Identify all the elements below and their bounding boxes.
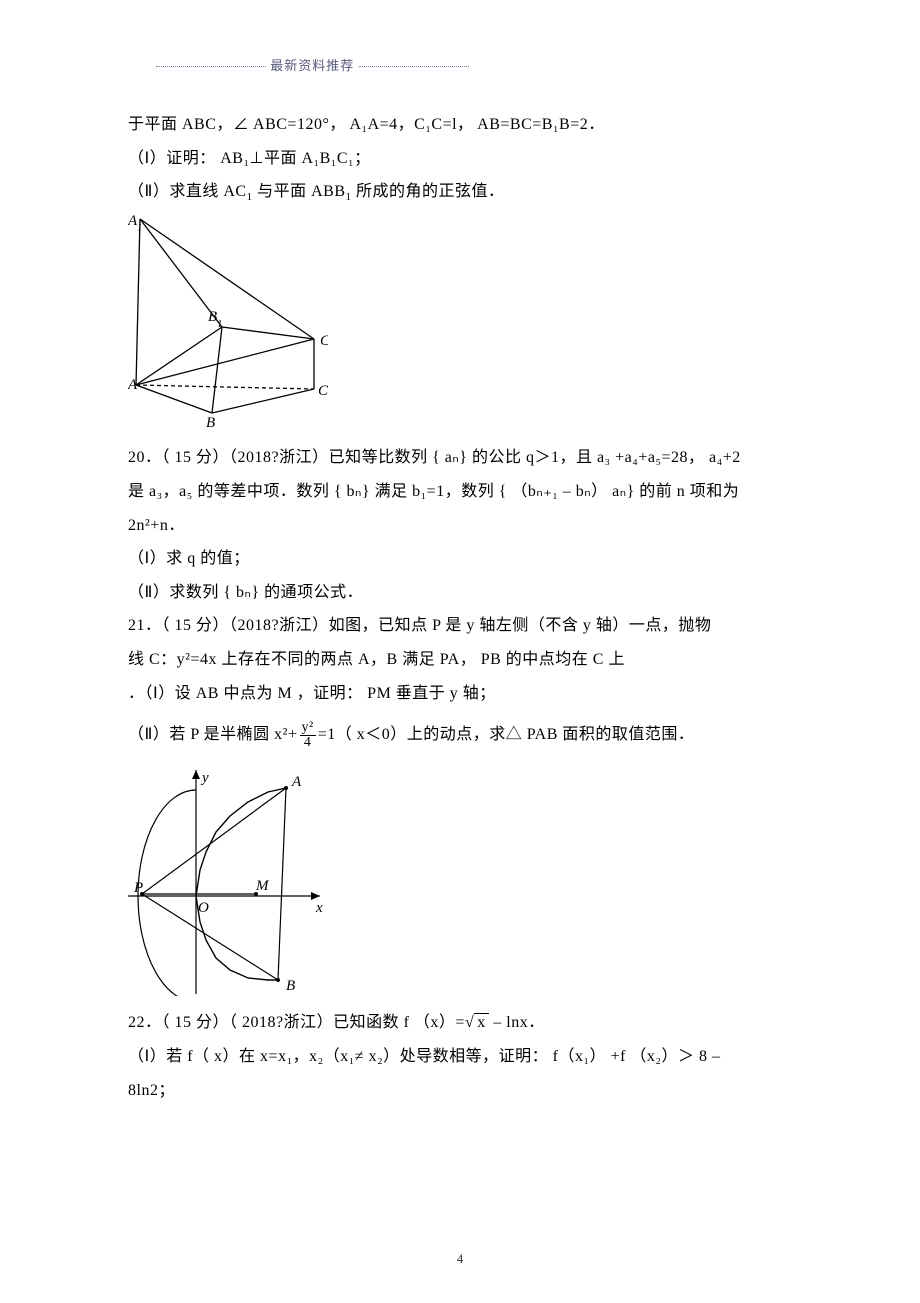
svg-text:A: A bbox=[128, 377, 138, 393]
fraction-denominator: 4 bbox=[300, 736, 316, 750]
svg-text:B1: B1 bbox=[208, 309, 222, 330]
q-part2: （Ⅱ）求直线 AC1 与平面 ABB1 所成的角的正弦值． bbox=[128, 175, 810, 209]
q20-line5: （Ⅱ）求数列 { bₙ} 的通项公式． bbox=[128, 576, 810, 610]
q21-line1: 21．（ 15 分）（2018?浙江）如图，已知点 P 是 y 轴左侧（不含 y… bbox=[128, 609, 810, 643]
svg-text:B: B bbox=[206, 415, 215, 431]
text-fragment: （Ⅱ）若 P 是半椭圆 x²+ bbox=[128, 726, 298, 743]
svg-text:P: P bbox=[133, 880, 143, 896]
page-number: 4 bbox=[0, 1251, 920, 1267]
figure-prism: A B C A1 B1 C1 bbox=[128, 213, 810, 431]
svg-text:A1: A1 bbox=[128, 213, 142, 234]
q20-line1: 20．（ 15 分）（2018?浙江）已知等比数列 { aₙ} 的公比 q＞1，… bbox=[128, 441, 810, 475]
prism-diagram: A B C A1 B1 C1 bbox=[128, 213, 328, 431]
q20-line2: 是 a₃，a₅ 的等差中项．数列 { bₙ} 满足 b₁=1，数列 { （bₙ₊… bbox=[128, 475, 810, 509]
sqrt-radicand: x bbox=[474, 1013, 489, 1031]
line-premise: 于平面 ABC，∠ ABC=120°， A₁A=4，C₁C=l， AB=BC=B… bbox=[128, 108, 810, 142]
text-fragment: 所成的角的正弦值． bbox=[352, 183, 505, 200]
q22-line2: （Ⅰ）若 f（ x）在 x=x₁，x₂（x₁≠ x₂）处导数相等，证明： f（x… bbox=[128, 1040, 810, 1074]
q-part1: （Ⅰ）证明： AB₁⊥平面 A₁B₁C₁； bbox=[128, 142, 810, 176]
svg-text:M: M bbox=[255, 878, 270, 894]
svg-text:B: B bbox=[286, 978, 295, 994]
header-dots-right bbox=[359, 66, 469, 68]
header-banner: 最新资料推荐 bbox=[128, 55, 810, 74]
header-dots-left bbox=[156, 66, 266, 68]
fraction-numerator: y² bbox=[300, 721, 316, 736]
q20-line4: （Ⅰ）求 q 的值； bbox=[128, 542, 810, 576]
header-label: 最新资料推荐 bbox=[270, 58, 354, 73]
svg-text:O: O bbox=[198, 900, 209, 916]
q21-line4: （Ⅱ）若 P 是半椭圆 x²+y²4=1（ x＜0）上的动点，求△ PAB 面积… bbox=[128, 718, 810, 752]
svg-text:A: A bbox=[291, 774, 302, 790]
q21-line3: ．（Ⅰ）设 AB 中点为 M ，证明： PM 垂直于 y 轴； bbox=[128, 677, 810, 711]
svg-text:x: x bbox=[315, 900, 323, 916]
figure-parabola: y x O P A B M bbox=[128, 766, 810, 996]
q22-line1: 22．（ 15 分）（ 2018?浙江）已知函数 f （x）=√x – lnx． bbox=[128, 1006, 810, 1040]
svg-text:y: y bbox=[200, 770, 209, 786]
text-fragment: 与平面 ABB bbox=[253, 183, 346, 200]
text-fragment: – lnx． bbox=[489, 1014, 545, 1031]
svg-text:C: C bbox=[318, 383, 328, 399]
parabola-diagram: y x O P A B M bbox=[128, 766, 328, 996]
text-fragment: 22．（ 15 分）（ 2018?浙江）已知函数 f （x）= bbox=[128, 1014, 465, 1031]
text-fragment: =1（ x＜0）上的动点，求△ PAB 面积的取值范围． bbox=[318, 726, 695, 743]
q20-line3: 2n²+n． bbox=[128, 509, 810, 543]
q22-line3: 8ln2； bbox=[128, 1074, 810, 1108]
text-fragment: （Ⅱ）求直线 AC bbox=[128, 183, 247, 200]
fraction: y²4 bbox=[300, 721, 316, 750]
q21-line2: 线 C：y²=4x 上存在不同的两点 A，B 满足 PA， PB 的中点均在 C… bbox=[128, 643, 810, 677]
svg-text:C1: C1 bbox=[320, 333, 328, 354]
sqrt-symbol: √x bbox=[465, 1006, 489, 1040]
